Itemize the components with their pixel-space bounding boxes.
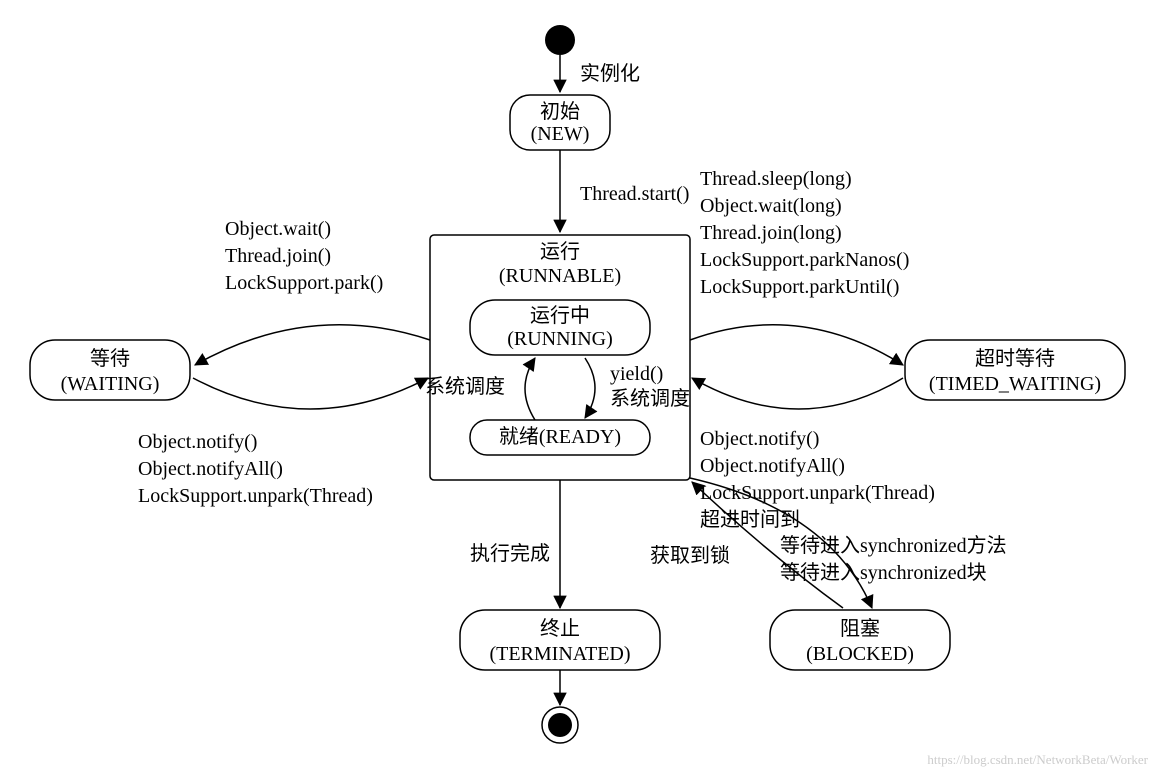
state-diagram: 实例化 初始 (NEW) Thread.start() 运行 (RUNNABLE… (0, 0, 1155, 771)
node-terminated-line2: (TERMINATED) (489, 643, 630, 665)
label-sched-left: 系统调度 (425, 375, 505, 398)
label-yield: yield() (610, 363, 663, 385)
node-timed-line1: 超时等待 (975, 347, 1055, 370)
node-ready-line1: 就绪(READY) (499, 425, 621, 448)
node-blocked-line2: (BLOCKED) (806, 643, 914, 665)
label-to-waiting-1: Thread.join() (225, 245, 331, 267)
label-from-timed-3: 超进时间到 (700, 508, 800, 531)
label-init-new: 实例化 (580, 62, 640, 85)
label-from-timed-2: LockSupport.unpark(Thread) (700, 482, 935, 504)
label-from-waiting-2: LockSupport.unpark(Thread) (138, 485, 373, 507)
label-to-timed-1: Object.wait(long) (700, 195, 842, 217)
label-new-runnable: Thread.start() (580, 183, 689, 205)
label-to-waiting-2: LockSupport.park() (225, 272, 383, 294)
node-new-line1: 初始 (540, 100, 580, 123)
label-to-waiting-0: Object.wait() (225, 218, 331, 240)
label-from-timed-0: Object.notify() (700, 428, 819, 450)
node-runnable-title2: (RUNNABLE) (499, 265, 621, 287)
label-from-waiting-0: Object.notify() (138, 431, 257, 453)
edge-to-waiting (195, 325, 430, 365)
label-to-timed-0: Thread.sleep(long) (700, 168, 852, 190)
label-to-timed-3: LockSupport.parkNanos() (700, 249, 909, 271)
label-to-timed-4: LockSupport.parkUntil() (700, 276, 899, 298)
label-to-timed-2: Thread.join(long) (700, 222, 842, 244)
node-blocked-line1: 阻塞 (840, 617, 880, 640)
label-sched-right: 系统调度 (610, 387, 690, 410)
label-from-timed-1: Object.notifyAll() (700, 455, 845, 477)
node-timed-line2: (TIMED_WAITING) (929, 373, 1101, 395)
initial-node (545, 25, 575, 55)
label-to-blocked-0: 等待进入synchronized方法 (780, 534, 1007, 557)
edge-to-timed (690, 325, 903, 365)
watermark: https://blog.csdn.net/NetworkBeta/Worker (927, 752, 1148, 767)
node-running-line2: (RUNNING) (507, 328, 613, 350)
label-to-terminated: 执行完成 (470, 542, 550, 565)
label-to-blocked-1: 等待进入synchronized块 (780, 561, 987, 584)
edge-from-timed (692, 378, 903, 409)
node-waiting-line1: 等待 (90, 347, 130, 370)
node-waiting-line2: (WAITING) (61, 373, 160, 395)
node-runnable-title1: 运行 (540, 240, 580, 263)
label-from-waiting-1: Object.notifyAll() (138, 458, 283, 480)
node-running-line1: 运行中 (530, 304, 590, 327)
node-new-line2: (NEW) (531, 123, 590, 145)
node-terminated-line1: 终止 (540, 617, 580, 640)
edge-from-waiting (193, 378, 428, 409)
final-node-inner (548, 713, 572, 737)
label-from-blocked: 获取到锁 (650, 544, 730, 567)
